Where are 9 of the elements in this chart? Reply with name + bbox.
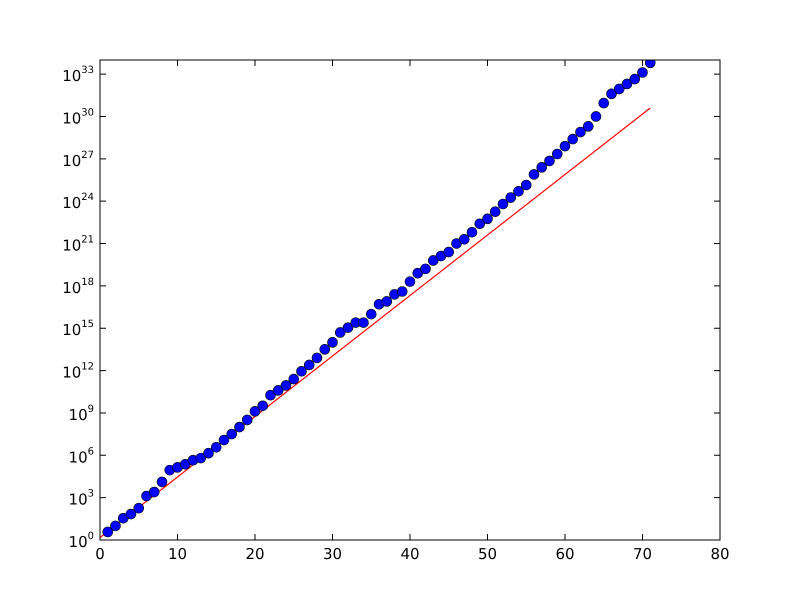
x-tick-label: 30 bbox=[322, 544, 342, 563]
x-tick-label: 70 bbox=[632, 544, 652, 563]
x-tick-label: 60 bbox=[555, 544, 575, 563]
x-tick-label: 80 bbox=[710, 544, 730, 563]
x-tick-label: 50 bbox=[478, 544, 498, 563]
x-tick-label: 20 bbox=[245, 544, 265, 563]
x-tick-label: 0 bbox=[95, 544, 105, 563]
x-tick-label: 10 bbox=[168, 544, 188, 563]
x-tick-label: 40 bbox=[400, 544, 420, 563]
